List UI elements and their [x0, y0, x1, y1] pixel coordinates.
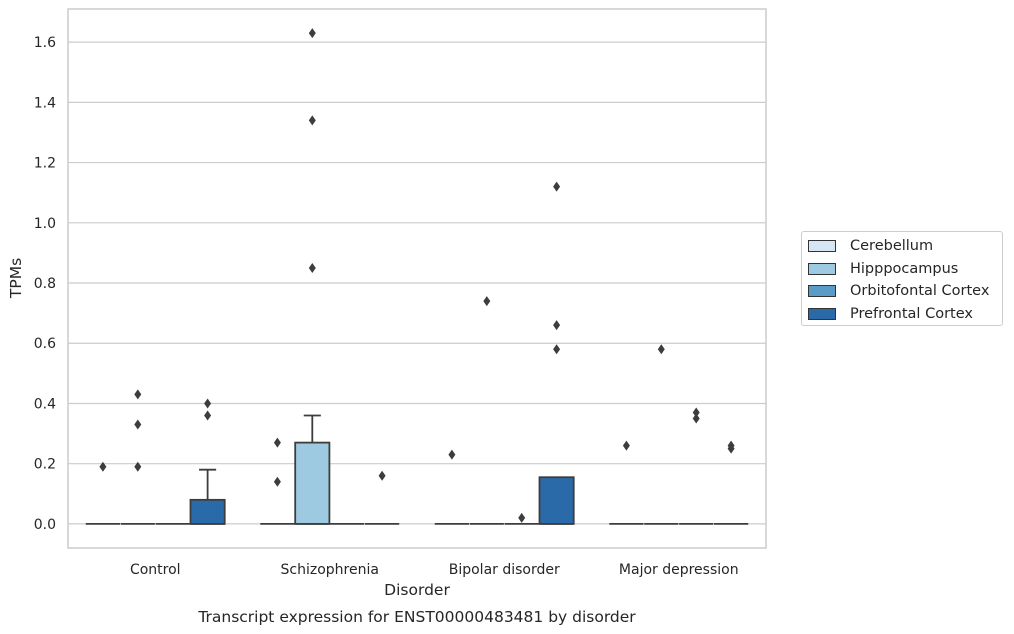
outlier-point [308, 115, 316, 126]
outlier-point [553, 181, 561, 192]
legend-item: Prefrontal Cortex [802, 303, 1002, 326]
outlier-point [273, 476, 281, 487]
outlier-point [204, 398, 212, 409]
outlier-point [518, 512, 526, 523]
y-tick-label: 1.6 [34, 35, 56, 51]
legend-swatch [808, 285, 836, 298]
legend-label: Cerebellum [850, 238, 934, 255]
y-tick-label: 0.4 [34, 396, 56, 412]
outlier-point [308, 262, 316, 273]
outlier-point [553, 344, 561, 355]
outlier-point [273, 437, 281, 448]
y-tick-label: 1.0 [34, 216, 56, 232]
outlier-point [692, 413, 700, 424]
plot-frame [67, 8, 767, 549]
legend-label: Orbitofontal Cortex [850, 283, 990, 300]
outlier-point [692, 407, 700, 418]
legend-item: Orbitofontal Cortex [802, 280, 1002, 303]
x-tick-label: Control [130, 562, 181, 578]
y-tick-label: 0.2 [34, 457, 56, 473]
box [294, 441, 331, 525]
y-tick-label: 1.4 [34, 95, 56, 111]
legend-label: Hipppocampus [850, 260, 959, 277]
outlier-point [727, 440, 735, 451]
grid-lines [68, 41, 766, 525]
legend-swatch [808, 240, 836, 253]
x-tick-label: Major depression [619, 562, 739, 578]
legend-item: Hipppocampus [802, 258, 1002, 281]
y-axis-label: TPMs [7, 258, 25, 299]
outlier-point [657, 344, 665, 355]
tick-labels: 0.0 0.2 0.4 0.6 0.8 1.0 1.2 1.4 1.6 Control Schizo… [34, 35, 739, 578]
outlier-point [448, 449, 456, 460]
box [538, 476, 575, 525]
chart-caption: Transcript expression for ENST0000048348… [197, 608, 636, 626]
y-tick-label: 0.8 [34, 276, 56, 292]
legend-swatch [808, 262, 836, 275]
plot-marks [85, 28, 749, 525]
x-tick-label: Schizophrenia [281, 562, 379, 578]
outlier-point [134, 389, 142, 400]
legend-swatch [808, 307, 836, 320]
legend-item: Cerebellum [802, 235, 1002, 258]
legend-label: Prefrontal Cortex [850, 305, 973, 322]
x-tick-label: Bipolar disorder [449, 562, 560, 578]
outlier-point [99, 461, 107, 472]
outlier-point [204, 410, 212, 421]
y-tick-label: 0.0 [34, 517, 56, 533]
legend: Cerebellum Hipppocampus Orbitofontal Cor… [801, 231, 1003, 326]
outlier-point [483, 296, 491, 307]
outlier-point [622, 440, 630, 451]
box [189, 498, 226, 525]
outlier-point [553, 320, 561, 331]
y-tick-label: 0.6 [34, 336, 56, 352]
y-tick-label: 1.2 [34, 156, 56, 172]
outlier-point [308, 28, 316, 39]
outlier-point [378, 470, 386, 481]
outlier-point [134, 419, 142, 430]
x-axis-label: Disorder [384, 581, 450, 599]
outlier-point [134, 461, 142, 472]
